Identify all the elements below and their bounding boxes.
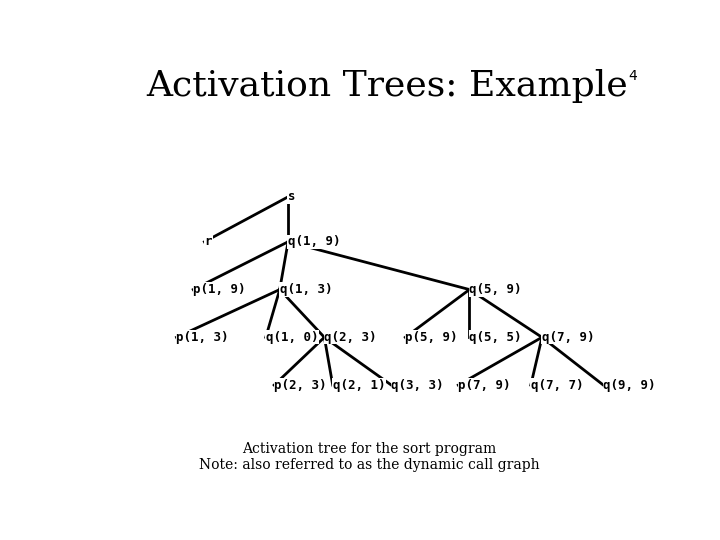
Text: q(7, 7): q(7, 7) bbox=[531, 379, 583, 392]
Text: q(5, 5): q(5, 5) bbox=[469, 331, 522, 344]
Text: q(1, 0): q(1, 0) bbox=[266, 331, 318, 344]
Text: p(2, 3): p(2, 3) bbox=[274, 379, 327, 392]
Text: q(5, 9): q(5, 9) bbox=[469, 283, 522, 296]
Text: q(1, 3): q(1, 3) bbox=[280, 283, 332, 296]
Text: s: s bbox=[288, 190, 296, 204]
Text: p(5, 9): p(5, 9) bbox=[405, 331, 458, 344]
Text: Activation tree for the sort program
Note: also referred to as the dynamic call : Activation tree for the sort program Not… bbox=[199, 442, 539, 472]
Text: p(1, 3): p(1, 3) bbox=[176, 331, 229, 344]
Text: q(1, 9): q(1, 9) bbox=[288, 235, 341, 248]
Text: 4: 4 bbox=[628, 69, 637, 83]
Text: q(7, 9): q(7, 9) bbox=[542, 331, 595, 344]
Text: p(7, 9): p(7, 9) bbox=[459, 379, 510, 392]
Text: q(3, 3): q(3, 3) bbox=[392, 379, 444, 392]
Text: q(2, 3): q(2, 3) bbox=[324, 331, 377, 344]
Text: r: r bbox=[204, 235, 212, 248]
Text: Activation Trees: Example: Activation Trees: Example bbox=[145, 69, 628, 103]
Text: q(9, 9): q(9, 9) bbox=[603, 379, 656, 392]
Text: q(2, 1): q(2, 1) bbox=[333, 379, 385, 392]
Text: p(1, 9): p(1, 9) bbox=[193, 283, 246, 296]
